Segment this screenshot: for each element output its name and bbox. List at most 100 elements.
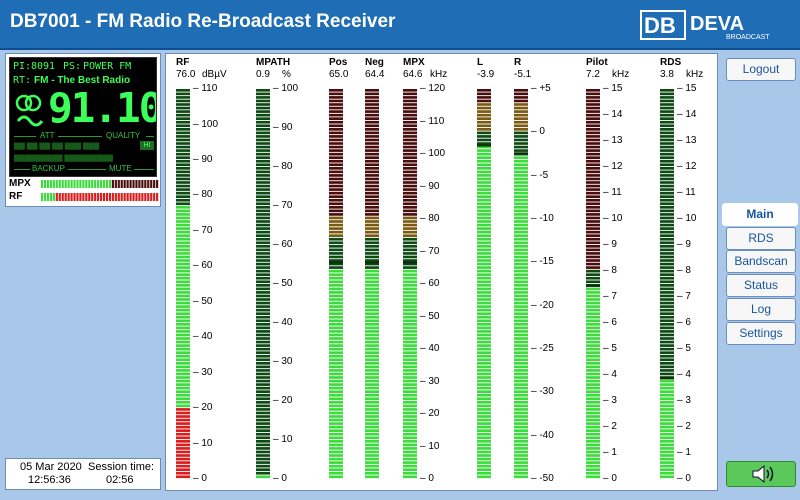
meter-tick-label: – 13 xyxy=(603,135,623,146)
meter-segment xyxy=(256,379,270,383)
tab-bandscan[interactable]: Bandscan xyxy=(726,250,796,273)
tab-settings[interactable]: Settings xyxy=(726,322,796,345)
meter-segment xyxy=(329,291,343,294)
meter-segment xyxy=(514,138,528,142)
meter-segment xyxy=(176,429,190,433)
lcd-divider xyxy=(58,136,102,137)
meter-segment xyxy=(176,195,190,199)
meter-segment xyxy=(403,163,417,167)
meter-segment xyxy=(477,418,491,422)
meter-segment xyxy=(256,422,270,425)
meter-segment xyxy=(660,383,674,386)
meter-tick-label: – 30 xyxy=(193,366,213,378)
meter-segment xyxy=(403,202,417,206)
meter-segment xyxy=(403,142,417,145)
meter-segment xyxy=(329,305,343,308)
meter-segment xyxy=(176,475,190,479)
meter-tick-label: – 4 xyxy=(603,369,617,380)
meter-segment xyxy=(477,319,491,323)
meter-segment xyxy=(365,298,379,301)
meter-segment xyxy=(660,198,674,202)
meter-segment xyxy=(514,128,528,131)
meter-tick-label: – 6 xyxy=(603,317,617,328)
meter-tick-label: – 10 xyxy=(420,440,440,452)
meter-segment xyxy=(477,188,491,191)
meter-segment xyxy=(403,418,417,422)
meter-segment xyxy=(586,252,600,255)
meter-segment xyxy=(660,390,674,394)
meter-segment xyxy=(176,145,190,149)
mini-meter-segment xyxy=(126,193,129,201)
meter-segment xyxy=(660,454,674,457)
meter-segment xyxy=(514,440,528,443)
meter-tick-label: – 1 xyxy=(677,447,691,458)
meter-segment xyxy=(477,255,491,259)
meter-segment xyxy=(660,206,674,209)
meter-segment xyxy=(477,248,491,252)
meter-segment xyxy=(365,308,379,312)
mini-meter-segment xyxy=(120,193,123,201)
meter-segment xyxy=(403,220,417,223)
meter-segment xyxy=(329,273,343,277)
meter-segment xyxy=(329,301,343,305)
meter-tick-label: – 8 xyxy=(677,265,691,276)
meter-segment xyxy=(586,216,600,220)
meter-segment xyxy=(514,365,528,369)
meter-segment xyxy=(176,202,190,206)
tab-status[interactable]: Status xyxy=(726,274,796,297)
meter-segment xyxy=(176,191,190,195)
meter-segment xyxy=(365,188,379,191)
meter-segment xyxy=(176,198,190,202)
meter-segment xyxy=(514,468,528,472)
meter-segment xyxy=(176,401,190,404)
meter-segment xyxy=(176,301,190,305)
meter-segment xyxy=(660,287,674,291)
status-box: 05 Mar 2020 12:56:36 Session time: 02:56 xyxy=(5,458,161,490)
meter-segment xyxy=(514,436,528,440)
meter-tick-label: – 120 xyxy=(420,83,446,94)
meter-segment xyxy=(586,386,600,390)
meter-segment xyxy=(477,291,491,294)
rt-label: RT: xyxy=(13,75,32,86)
meter-segment xyxy=(660,174,674,177)
meter-segment xyxy=(176,96,190,99)
mini-meter-segment xyxy=(132,193,135,201)
meter-segment xyxy=(256,241,270,245)
meter-peak-marker xyxy=(403,261,417,264)
meter-value-rf: 76.0 xyxy=(176,69,196,80)
meter-segment xyxy=(477,411,491,415)
meter-segment xyxy=(660,330,674,333)
meter-segment xyxy=(660,113,674,117)
meter-tick-label: – -25 xyxy=(531,343,554,354)
meter-segment xyxy=(514,198,528,202)
meter-segment xyxy=(256,450,270,454)
meter-segment xyxy=(403,291,417,294)
meter-segment xyxy=(256,287,270,291)
tab-rds[interactable]: RDS xyxy=(726,227,796,250)
meter-segment xyxy=(365,415,379,418)
meter-segment xyxy=(477,287,491,291)
meter-segment xyxy=(477,305,491,308)
meter-segment xyxy=(660,319,674,323)
logout-button[interactable]: Logout xyxy=(726,58,796,81)
meter-segment xyxy=(329,117,343,121)
tab-log[interactable]: Log xyxy=(726,298,796,321)
meter-segment xyxy=(176,230,190,234)
meter-segment xyxy=(660,163,674,167)
speaker-button[interactable] xyxy=(726,461,796,487)
meter-segment xyxy=(365,319,379,323)
meter-segment xyxy=(403,234,417,238)
mute-label: MUTE xyxy=(109,164,132,173)
meter-segment xyxy=(586,347,600,351)
tab-main[interactable]: Main xyxy=(722,203,798,226)
meter-segment xyxy=(365,191,379,195)
meter-segment xyxy=(660,177,674,181)
meter-segment xyxy=(477,276,491,280)
meter-segment xyxy=(477,259,491,262)
meter-segment xyxy=(586,372,600,376)
meter-segment xyxy=(329,191,343,195)
meter-segment xyxy=(176,365,190,369)
meter-segment xyxy=(660,425,674,429)
meter-segment xyxy=(586,393,600,397)
meter-segment xyxy=(176,237,190,241)
